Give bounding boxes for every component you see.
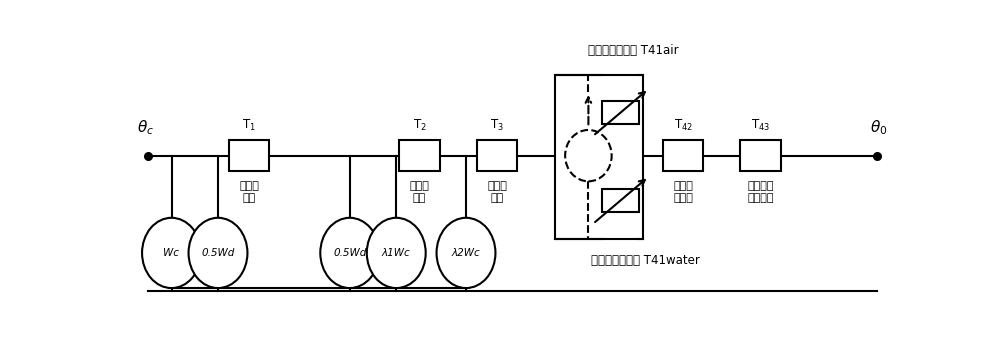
- Ellipse shape: [565, 130, 612, 181]
- Text: 绸缘层
热阔: 绸缘层 热阔: [239, 181, 259, 203]
- Ellipse shape: [437, 218, 495, 288]
- Text: T$_3$: T$_3$: [490, 118, 504, 133]
- Text: Wc: Wc: [164, 248, 180, 258]
- Bar: [602, 101, 639, 124]
- Ellipse shape: [367, 218, 426, 288]
- Bar: [555, 74, 643, 239]
- Bar: [602, 189, 639, 212]
- Text: 外护层
热阔: 外护层 热阔: [487, 181, 507, 203]
- Text: $\theta_c$: $\theta_c$: [137, 118, 154, 137]
- Ellipse shape: [189, 218, 247, 288]
- Text: T$_{43}$: T$_{43}$: [751, 118, 770, 133]
- Bar: [229, 140, 269, 171]
- Text: T$_{42}$: T$_{42}$: [674, 118, 692, 133]
- Text: λ1Wc: λ1Wc: [382, 248, 411, 258]
- Bar: [740, 140, 781, 171]
- Ellipse shape: [320, 218, 379, 288]
- Text: T$_1$: T$_1$: [242, 118, 256, 133]
- Bar: [399, 140, 440, 171]
- Text: $\theta_0$: $\theta_0$: [870, 118, 888, 137]
- Text: 内衬层
热阔: 内衬层 热阔: [410, 181, 429, 203]
- Text: T$_2$: T$_2$: [413, 118, 426, 133]
- Text: 0.5Wd: 0.5Wd: [201, 248, 235, 258]
- Ellipse shape: [142, 218, 201, 288]
- Text: 0.5Wd: 0.5Wd: [333, 248, 366, 258]
- Text: 管道内积水热阔 T41water: 管道内积水热阔 T41water: [591, 254, 700, 267]
- Text: 管道外部
媒质热阔: 管道外部 媒质热阔: [747, 181, 774, 203]
- Text: λ2Wc: λ2Wc: [452, 248, 480, 258]
- Bar: [663, 140, 703, 171]
- Text: 管道内空气热阔 T41air: 管道内空气热阔 T41air: [588, 44, 679, 57]
- Text: $W_{wa}$: $W_{wa}$: [576, 148, 601, 163]
- Bar: [477, 140, 517, 171]
- Text: 管道本
身热阔: 管道本 身热阔: [673, 181, 693, 203]
